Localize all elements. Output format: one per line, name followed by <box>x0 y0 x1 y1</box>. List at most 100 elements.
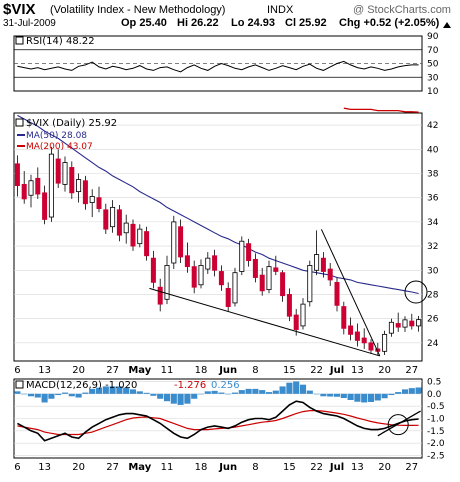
candle-body <box>76 179 82 193</box>
candle-body <box>225 288 231 307</box>
close-value: Cl 25.92 <box>285 17 327 29</box>
ma200-legend: MA(200) 43.07 <box>26 142 93 152</box>
macd-histogram-bar <box>75 393 82 398</box>
macd-histogram-bar <box>48 393 55 399</box>
candle-body <box>395 323 401 328</box>
exchange-label: INDX <box>267 4 294 16</box>
candle-body <box>123 222 129 234</box>
rsi-line <box>17 60 419 73</box>
price-tick-label: 26 <box>427 315 439 325</box>
macd-histogram-bar <box>395 392 402 394</box>
macd-histogram-bar <box>259 390 266 394</box>
candle-body <box>388 321 394 334</box>
price-tick-label: 42 <box>427 121 438 131</box>
macd-legend-swatch <box>15 380 24 389</box>
macd-histogram-bar <box>68 393 75 397</box>
macd-histogram-bar <box>306 390 313 394</box>
macd-histogram-bar <box>361 393 368 403</box>
chart-header: $VIX (Volatility Index - New Methodology… <box>3 0 458 32</box>
price-tick-label: 32 <box>427 242 438 252</box>
candle-body <box>130 223 136 247</box>
price-x-tick-label: 20 <box>378 365 391 376</box>
macd-histogram-bar <box>27 393 35 397</box>
macd-histogram-bar <box>265 392 273 394</box>
macd-histogram-bar <box>184 393 191 404</box>
price-tick-label: 40 <box>427 145 439 155</box>
macd-histogram-bar <box>272 390 279 394</box>
macd-histogram-bar <box>252 388 259 394</box>
price-tick-label: 24 <box>427 339 439 349</box>
macd-histogram-bar <box>123 387 130 394</box>
candle-body <box>252 258 258 278</box>
candle-body <box>300 303 306 327</box>
candle-body <box>103 209 109 230</box>
macd-tick-label: -1.5 <box>427 427 445 437</box>
price-x-tick-label: 11 <box>161 365 174 376</box>
macd-histogram-bar <box>313 393 320 395</box>
rsi-tick-label: 10 <box>427 87 439 97</box>
macd-histogram-bar <box>41 393 48 403</box>
candle-body <box>14 163 20 186</box>
candle-body <box>354 331 360 341</box>
macd-histogram-bar <box>231 392 239 394</box>
macd-histogram-bar <box>143 392 150 394</box>
ma50-legend: MA(50) 28.08 <box>26 131 87 141</box>
macd-tick-label: -1.0 <box>427 415 445 425</box>
candle-body <box>62 162 68 185</box>
price-x-tick-label: Jul <box>329 365 344 376</box>
macd-histogram-bar <box>245 388 252 394</box>
histogram-legend: 0.256 <box>211 380 240 391</box>
candle-body <box>28 180 34 196</box>
candle-body <box>361 337 367 344</box>
macd-histogram-bar <box>116 386 123 394</box>
ma200-line <box>343 107 419 113</box>
macd-tick-label: -2.5 <box>427 452 445 462</box>
macd-crossover-circle <box>387 414 409 436</box>
price-tick-label: 30 <box>427 266 439 276</box>
candle-body <box>246 243 252 261</box>
high-value: Hi 26.22 <box>177 17 219 29</box>
macd-histogram-bar <box>347 393 354 400</box>
candle-body <box>89 196 95 203</box>
price-x-tick-label: May <box>128 365 151 376</box>
price-tick-label: 28 <box>427 290 439 300</box>
candle-body <box>286 294 292 317</box>
candle-body <box>157 286 163 305</box>
macd-x-tick-label: 27 <box>106 462 119 473</box>
macd-histogram-bar <box>177 393 184 405</box>
candle-body <box>341 306 347 329</box>
candle-body <box>35 177 41 195</box>
macd-crossover-arrow <box>377 410 421 437</box>
ma50-highlight-circle <box>404 280 428 304</box>
macd-histogram-bar <box>55 393 62 396</box>
candle-body <box>239 240 245 272</box>
candle-body <box>307 265 313 303</box>
candle-body <box>218 271 224 286</box>
price-legend-swatch <box>15 118 24 127</box>
price-x-tick-label: 15 <box>283 365 296 376</box>
candle-body <box>280 272 286 297</box>
candle-body <box>205 257 211 270</box>
macd-histogram-bar <box>129 389 137 394</box>
macd-histogram-bar <box>340 393 347 399</box>
price-panel <box>13 112 423 362</box>
candle-body <box>116 209 122 236</box>
date-label: 31-Jul-2009 <box>3 18 56 29</box>
price-x-tick-label: 27 <box>106 365 119 376</box>
candle-body <box>137 228 143 245</box>
macd-x-tick-label: Jul <box>329 462 344 473</box>
macd-histogram-bar <box>354 393 361 402</box>
signal-legend: -1.276 <box>174 380 206 391</box>
macd-histogram-bar <box>218 392 225 394</box>
price-x-tick-label: Jun <box>218 365 237 376</box>
watermark: @ StockCharts.com <box>353 4 451 16</box>
candle-body <box>212 255 218 271</box>
macd-x-tick-label: 22 <box>310 462 323 473</box>
macd-x-tick-label: 27 <box>405 462 418 473</box>
macd-x-tick-label: 13 <box>351 462 364 473</box>
support-trendline <box>149 287 380 357</box>
low-value: Lo 24.93 <box>231 17 276 29</box>
macd-x-tick-label: 20 <box>72 462 85 473</box>
price-x-tick-label: 20 <box>72 365 85 376</box>
